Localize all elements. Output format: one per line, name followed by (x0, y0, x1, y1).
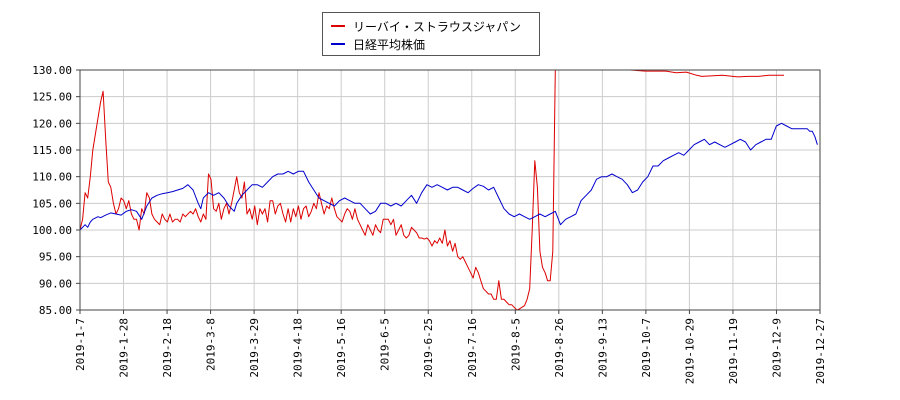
legend-item-series-1: 日経平均株価 (331, 35, 425, 53)
x-tick-label: 2019-6-5 (379, 318, 392, 371)
legend: リーバイ・ストラウスジャパン 日経平均株価 (322, 12, 540, 56)
y-axis-ticks: 130.00 125.00 120.00 115.00 110.00 105.00 100.… (32, 64, 80, 317)
x-tick-label: 2019-4-18 (292, 318, 305, 378)
x-tick-label: 2019-3-8 (205, 318, 218, 371)
x-tick-label: 2019-12-27 (814, 318, 827, 384)
x-tick-label: 2019-6-25 (422, 318, 435, 378)
y-tick-label: 85.00 (39, 304, 72, 317)
series-line-1 (79, 122, 818, 231)
y-tick-label: 115.00 (32, 144, 72, 157)
legend-swatch-series-0 (331, 25, 345, 27)
y-tick-label: 100.00 (32, 224, 72, 237)
x-tick-label: 2019-1-28 (118, 318, 131, 378)
x-tick-label: 2019-9-13 (596, 318, 609, 378)
y-tick-label: 130.00 (32, 64, 72, 77)
legend-swatch-series-1 (331, 43, 345, 45)
x-tick-label: 2019-10-7 (640, 318, 653, 378)
series-layer (79, 69, 818, 311)
y-tick-label: 125.00 (32, 91, 72, 104)
x-tick-label: 2019-5-16 (335, 318, 348, 378)
legend-item-series-0: リーバイ・ストラウスジャパン (331, 17, 521, 35)
plot-frame (79, 69, 821, 311)
series-line-0 (79, 69, 784, 311)
x-tick-label: 2019-2-18 (161, 318, 174, 378)
x-tick-label: 2019-11-19 (727, 318, 740, 384)
y-tick-label: 110.00 (32, 171, 72, 184)
x-axis-ticks: 2019-1-7 2019-1-28 2019-2-18 2019-3-8 2019-3… (74, 310, 827, 384)
legend-label-series-0: リーバイ・ストラウスジャパン (353, 19, 521, 34)
y-tick-label: 95.00 (39, 251, 72, 264)
y-tick-label: 90.00 (39, 277, 72, 290)
x-tick-label: 2019-3-29 (248, 318, 261, 378)
legend-label-series-1: 日経平均株価 (353, 37, 426, 52)
x-tick-label: 2019-12-9 (770, 318, 783, 378)
x-tick-label: 2019-8-5 (509, 318, 522, 371)
x-tick-label: 2019-8-26 (553, 318, 566, 378)
y-tick-label: 120.00 (32, 117, 72, 130)
x-tick-label: 2019-10-29 (683, 318, 696, 384)
gridlines (79, 69, 821, 311)
x-tick-label: 2019-7-16 (466, 318, 479, 378)
y-tick-label: 105.00 (32, 197, 72, 210)
x-tick-label: 2019-1-7 (74, 318, 87, 371)
